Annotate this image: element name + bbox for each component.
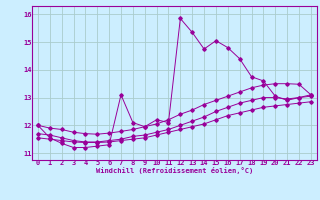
X-axis label: Windchill (Refroidissement éolien,°C): Windchill (Refroidissement éolien,°C): [96, 167, 253, 174]
